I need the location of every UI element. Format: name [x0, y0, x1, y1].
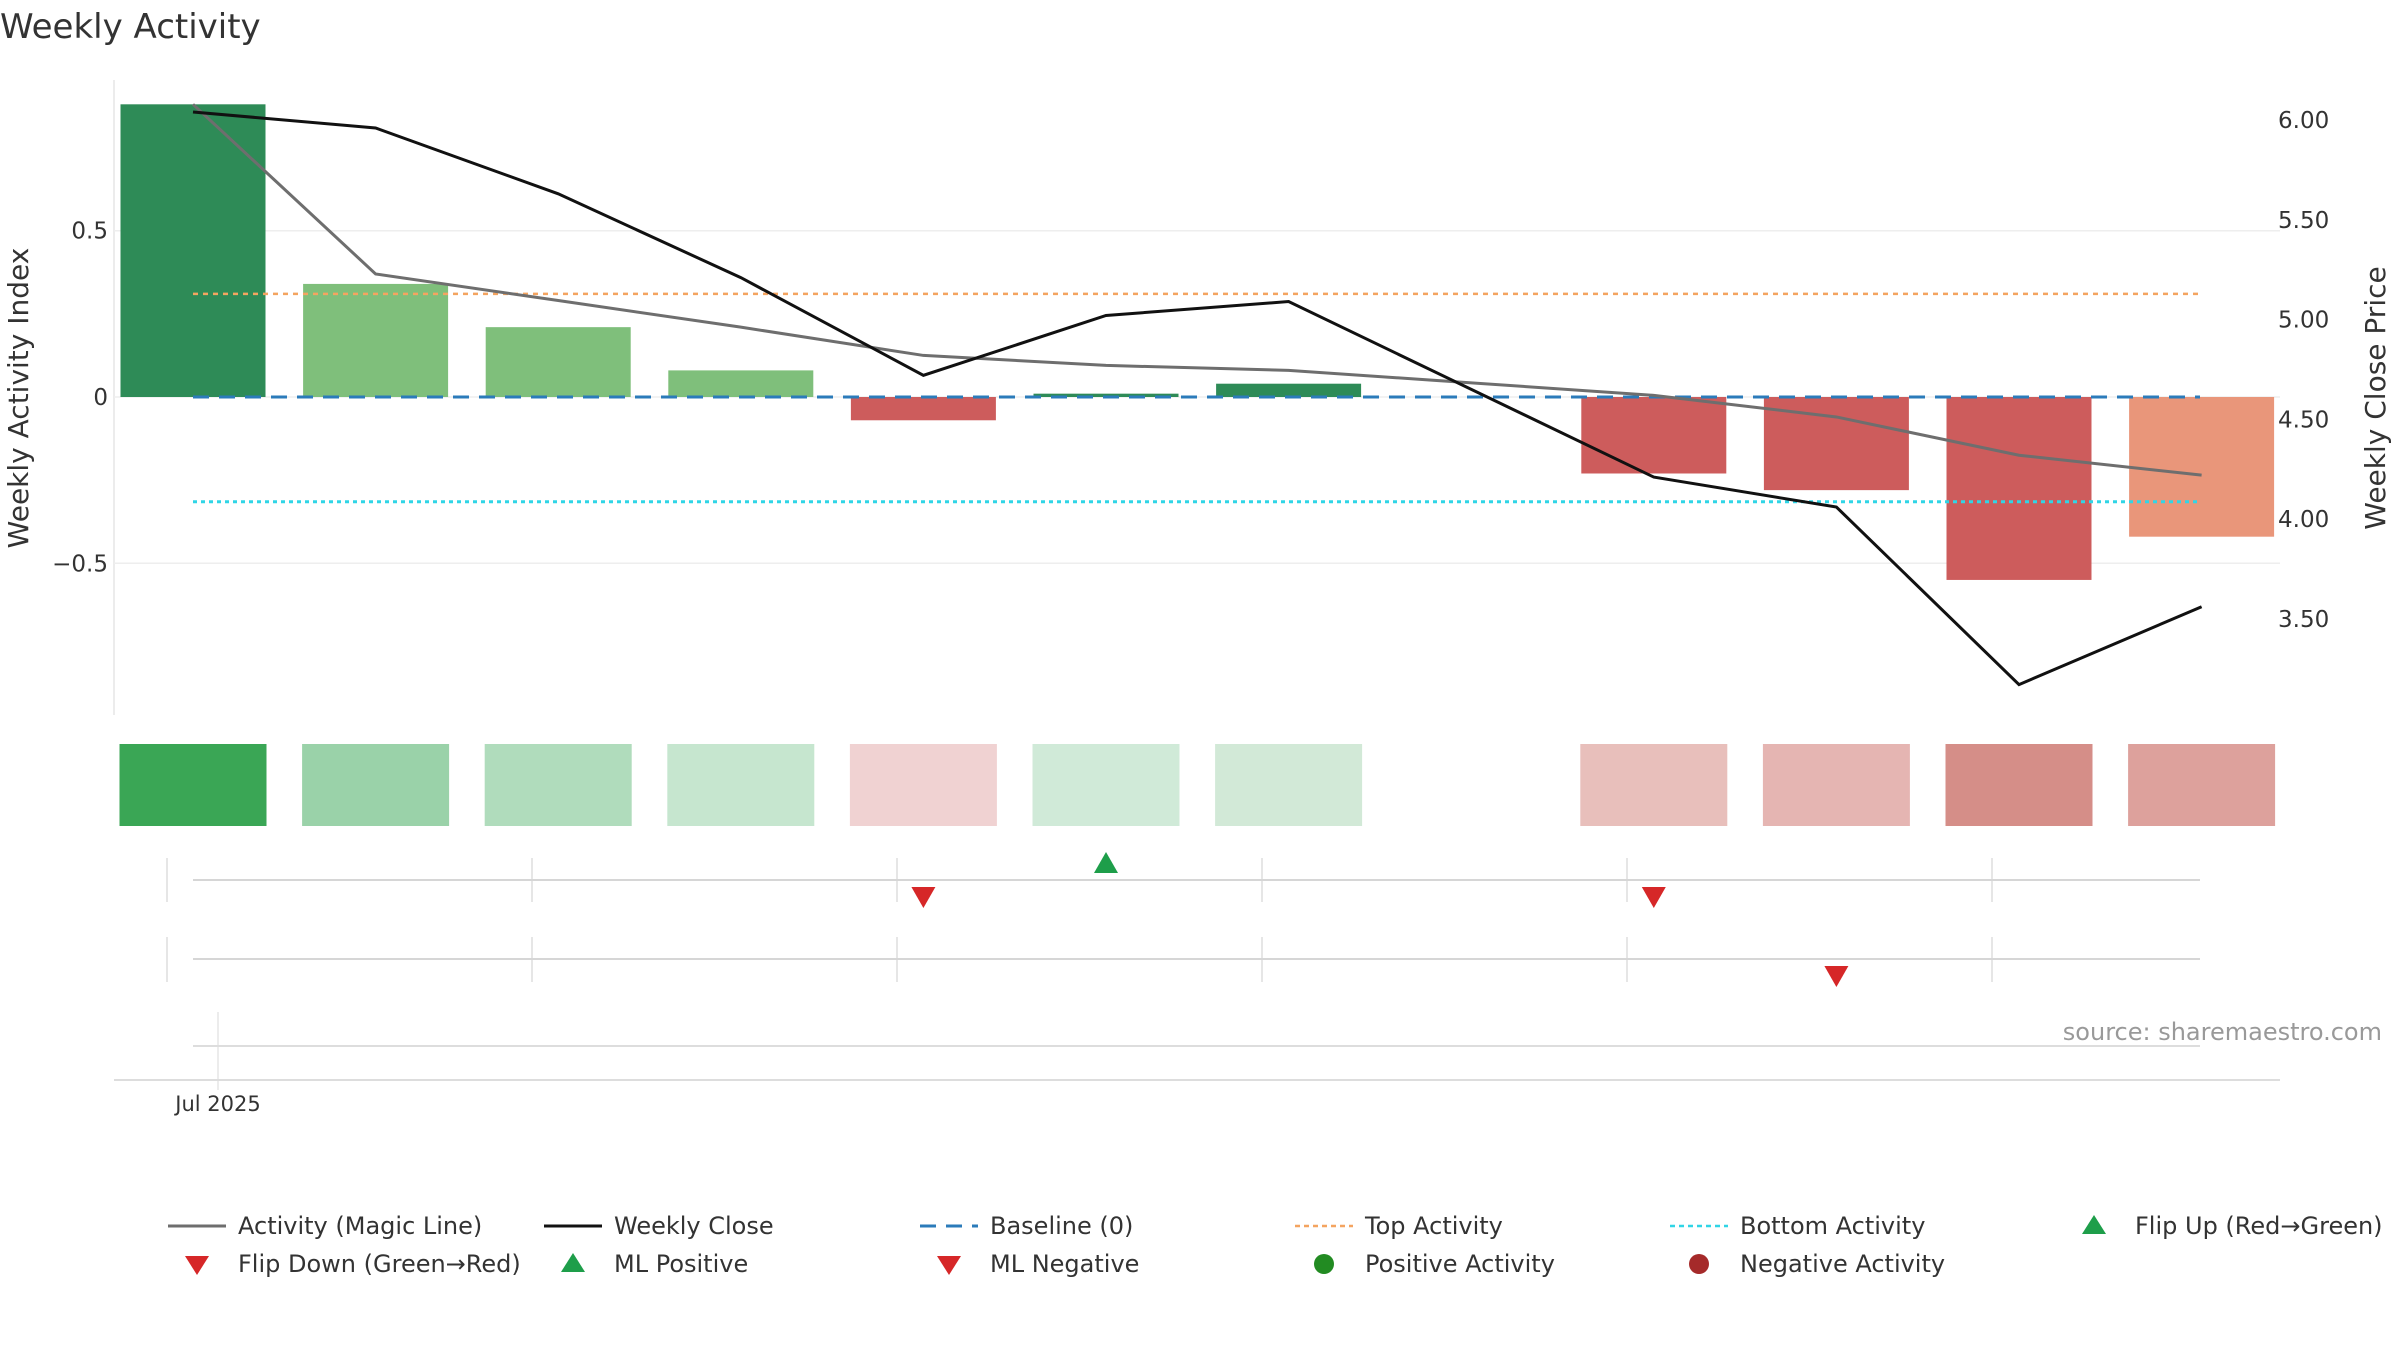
y-right-tick-label: 3.50	[2278, 607, 2329, 633]
heat-cell	[1032, 744, 1180, 826]
legend-label: Top Activity	[1364, 1212, 1503, 1240]
legend-label: Bottom Activity	[1740, 1212, 1925, 1240]
legend-label: Flip Down (Green→Red)	[238, 1250, 521, 1278]
y-right-tick-label: 5.50	[2278, 208, 2329, 234]
legend-swatch-down-triangle	[185, 1256, 209, 1275]
legend-label: Baseline (0)	[990, 1212, 1133, 1240]
heat-cell	[2128, 744, 2276, 826]
legend-label: Weekly Close	[614, 1212, 774, 1240]
heat-cell	[849, 744, 997, 826]
ml-negative-marker	[1824, 966, 1849, 987]
flip-down-marker	[911, 887, 936, 908]
axis-ticks: 0.5 0 −0.5 6.00 5.50 5.00 4.50 4.00 3.50 Jul 2025	[52, 108, 2329, 1116]
legend-swatch-up-triangle	[2082, 1215, 2106, 1234]
weekly-close-line	[192, 110, 2203, 687]
activity-heat-strip	[119, 744, 2276, 826]
heat-cell	[1945, 744, 2093, 826]
flip-down-marker	[1641, 887, 1666, 908]
legend-item: Positive Activity	[1314, 1250, 1555, 1278]
legend-label: Negative Activity	[1740, 1250, 1945, 1278]
legend-item: Top Activity	[1295, 1212, 1503, 1240]
activity-bar	[1946, 397, 2092, 580]
legend-item: Weekly Close	[544, 1212, 774, 1240]
magic-line	[191, 103, 2202, 477]
activity-bar	[850, 397, 996, 421]
x-tick-label: Jul 2025	[173, 1092, 260, 1116]
heat-cell	[1580, 744, 1728, 826]
legend-item: Activity (Magic Line)	[168, 1212, 482, 1240]
activity-bar	[2129, 397, 2275, 537]
legend-item: Baseline (0)	[920, 1212, 1133, 1240]
legend-item: Flip Down (Green→Red)	[185, 1250, 521, 1278]
heat-cell	[667, 744, 815, 826]
legend: Activity (Magic Line) Weekly Close Baselin…	[168, 1212, 2383, 1278]
activity-bar	[668, 370, 814, 397]
legend-label: ML Positive	[614, 1250, 748, 1278]
heat-cell	[484, 744, 632, 826]
legend-swatch-circle	[1689, 1254, 1709, 1274]
y-right-tick-label: 4.50	[2278, 407, 2329, 433]
heat-cell	[1762, 744, 1910, 826]
legend-label: ML Negative	[990, 1250, 1139, 1278]
y-left-tick-label: 0.5	[71, 219, 108, 245]
y-axis-left-label: Weekly Activity Index	[2, 248, 35, 549]
y-right-tick-label: 6.00	[2278, 108, 2329, 134]
activity-bar	[1033, 393, 1179, 397]
activity-bar	[485, 327, 631, 397]
reference-lines	[193, 292, 2200, 504]
legend-item: ML Negative	[937, 1250, 1139, 1278]
signal-markers	[911, 852, 1849, 987]
y-right-tick-label: 5.00	[2278, 308, 2329, 334]
legend-swatch-up-triangle	[561, 1253, 585, 1272]
y-axis-right-label: Weekly Close Price	[2359, 266, 2392, 529]
flip-up-marker	[1094, 852, 1118, 873]
legend-label: Flip Up (Red→Green)	[2135, 1212, 2383, 1240]
series-lines	[191, 103, 2203, 687]
y-right-tick-label: 4.00	[2278, 507, 2329, 533]
legend-label: Positive Activity	[1365, 1250, 1555, 1278]
legend-swatch-circle	[1314, 1254, 1334, 1274]
y-left-tick-label: −0.5	[52, 551, 108, 577]
heat-cell	[1215, 744, 1363, 826]
activity-bar	[1216, 383, 1362, 397]
activity-bar	[1581, 397, 1727, 474]
legend-item: Bottom Activity	[1670, 1212, 1925, 1240]
y-left-tick-label: 0	[93, 385, 108, 411]
legend-item: Negative Activity	[1689, 1250, 1945, 1278]
legend-item: Flip Up (Red→Green)	[2082, 1212, 2383, 1240]
legend-item: ML Positive	[561, 1250, 748, 1278]
source-label: source: sharemaestro.com	[2063, 1018, 2382, 1046]
activity-bar	[303, 283, 449, 397]
activity-bar	[120, 104, 266, 397]
heat-cell	[302, 744, 450, 826]
legend-swatch-down-triangle	[937, 1256, 961, 1275]
heat-cell	[119, 744, 267, 826]
gridlines	[113, 80, 2280, 1090]
activity-bars	[120, 104, 2275, 580]
legend-label: Activity (Magic Line)	[238, 1212, 482, 1240]
chart-title: Weekly Activity	[0, 7, 261, 47]
